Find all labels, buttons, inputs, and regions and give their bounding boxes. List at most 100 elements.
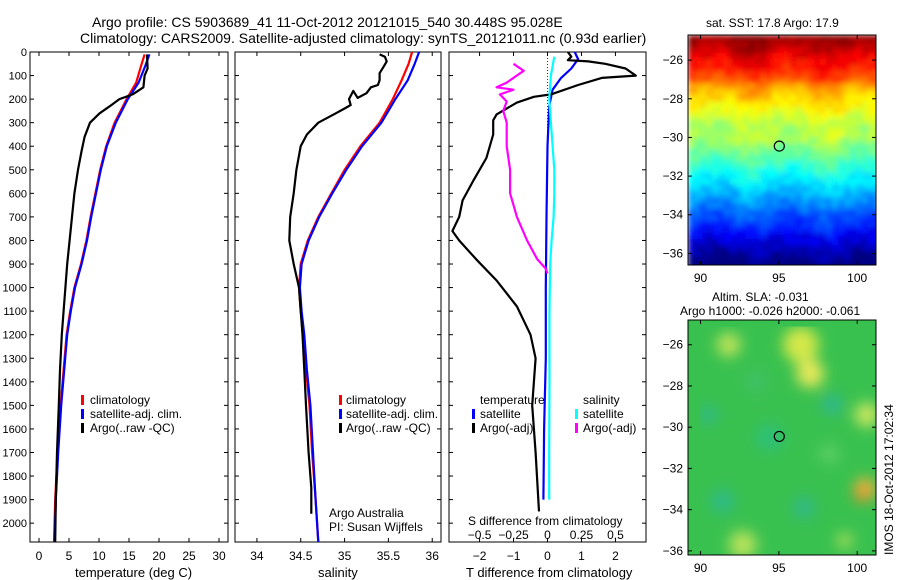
sst-cell <box>694 107 701 114</box>
sst-cell <box>784 41 791 48</box>
map-y-tick-label: −30 <box>663 130 684 144</box>
sst-cell <box>700 47 707 54</box>
sst-cell <box>742 131 749 138</box>
sst-cell <box>772 263 779 265</box>
sst-cell <box>700 107 707 114</box>
sst-cell <box>868 203 875 210</box>
sst-cell <box>688 179 695 186</box>
sst-cell <box>706 131 713 138</box>
sst-cell <box>832 59 839 66</box>
sst-cell <box>814 137 821 144</box>
sst-cell <box>778 155 785 162</box>
header-line2: Climatology: CARS2009. Satellite-adjuste… <box>80 30 646 46</box>
sst-cell <box>784 59 791 66</box>
sst-cell <box>718 263 725 265</box>
sst-cell <box>868 101 875 108</box>
sst-cell <box>808 53 815 60</box>
sst-cell <box>796 143 803 150</box>
sst-cell <box>694 71 701 78</box>
sst-cell <box>754 137 761 144</box>
sst-cell <box>754 233 761 240</box>
sst-cell <box>724 209 731 216</box>
sst-cell <box>790 209 797 216</box>
sst-cell <box>844 191 851 198</box>
sst-cell <box>820 263 827 265</box>
sst-cell <box>832 191 839 198</box>
map-x-tick-label: 95 <box>772 561 786 575</box>
sst-cell <box>772 251 779 258</box>
sst-cell <box>832 257 839 264</box>
sst-cell <box>748 161 755 168</box>
sst-cell <box>802 47 809 54</box>
sst-cell <box>700 113 707 120</box>
sst-cell <box>748 41 755 48</box>
sst-cell <box>874 119 876 126</box>
sst-cell <box>850 227 857 234</box>
sst-cell <box>844 143 851 150</box>
sst-cell <box>844 221 851 228</box>
sst-cell <box>850 239 857 246</box>
sst-cell <box>736 119 743 126</box>
x2-tick-label: 0.25 <box>570 528 594 542</box>
sst-cell <box>874 167 876 174</box>
sst-cell <box>850 161 857 168</box>
sst-cell <box>706 179 713 186</box>
sst-cell <box>760 215 767 222</box>
sst-cell <box>766 101 773 108</box>
sst-cell <box>838 227 845 234</box>
sst-cell <box>862 41 869 48</box>
sst-cell <box>718 149 725 156</box>
sst-cell <box>796 119 803 126</box>
sst-cell <box>736 149 743 156</box>
salinity-lines <box>288 51 421 543</box>
sst-cell <box>688 209 695 216</box>
sst-cell <box>832 269 839 276</box>
sst-cell <box>814 149 821 156</box>
sst-cell <box>694 239 701 246</box>
sst-cell <box>742 269 749 276</box>
sst-cell <box>856 101 863 108</box>
sst-cell <box>850 143 857 150</box>
sst-cell <box>724 215 731 222</box>
sst-cell <box>844 95 851 102</box>
sst-cell <box>748 233 755 240</box>
sst-cell <box>832 185 839 192</box>
sst-cell <box>772 113 779 120</box>
sst-cell <box>802 203 809 210</box>
sst-cell <box>754 161 761 168</box>
sst-cell <box>868 221 875 228</box>
sst-cell <box>850 245 857 252</box>
sst-cell <box>784 239 791 246</box>
sst-cell <box>868 215 875 222</box>
sst-cell <box>712 179 719 186</box>
salinity-annotation-line1: Argo Australia <box>329 506 404 520</box>
sst-cell <box>802 41 809 48</box>
sst-cell <box>754 155 761 162</box>
sst-cell <box>832 83 839 90</box>
sst-cell <box>796 47 803 54</box>
sst-cell <box>826 113 833 120</box>
sst-cell <box>742 167 749 174</box>
sst-cell <box>844 257 851 264</box>
sst-cell <box>700 215 707 222</box>
sst-cell <box>838 119 845 126</box>
sst-cell <box>754 191 761 198</box>
sst-cell <box>700 239 707 246</box>
sst-cell <box>832 245 839 252</box>
sst-cell <box>874 197 876 204</box>
sst-cell <box>700 251 707 258</box>
sst-cell <box>724 257 731 264</box>
sst-cell <box>868 209 875 216</box>
sst-cell <box>832 47 839 54</box>
sst-cell <box>844 107 851 114</box>
sst-cell <box>694 35 701 42</box>
sst-cell <box>784 263 791 265</box>
sst-cell <box>808 197 815 204</box>
temperature-yticks: 0 100 200 300 400 500 600 700 800 900 1000 1100 1200… <box>3 47 228 530</box>
sst-cell <box>736 173 743 180</box>
sst-cell <box>712 107 719 114</box>
sst-cell <box>814 101 821 108</box>
sst-cell <box>826 59 833 66</box>
sst-cell <box>688 251 695 258</box>
sst-cell <box>880 233 887 240</box>
